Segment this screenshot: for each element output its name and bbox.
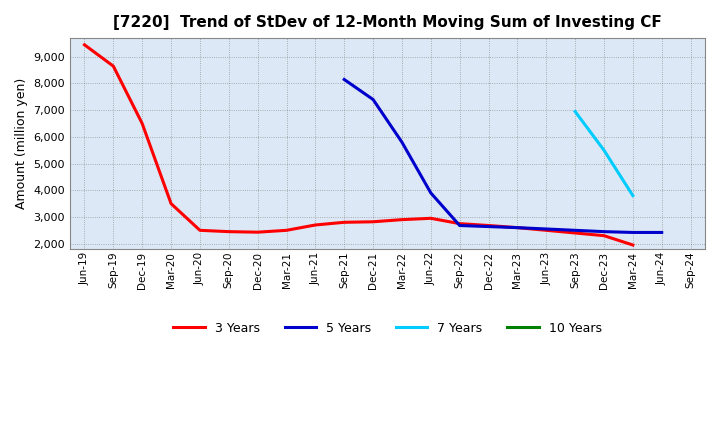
Title: [7220]  Trend of StDev of 12-Month Moving Sum of Investing CF: [7220] Trend of StDev of 12-Month Moving… bbox=[113, 15, 662, 30]
Y-axis label: Amount (million yen): Amount (million yen) bbox=[15, 78, 28, 209]
Legend: 3 Years, 5 Years, 7 Years, 10 Years: 3 Years, 5 Years, 7 Years, 10 Years bbox=[168, 317, 607, 340]
